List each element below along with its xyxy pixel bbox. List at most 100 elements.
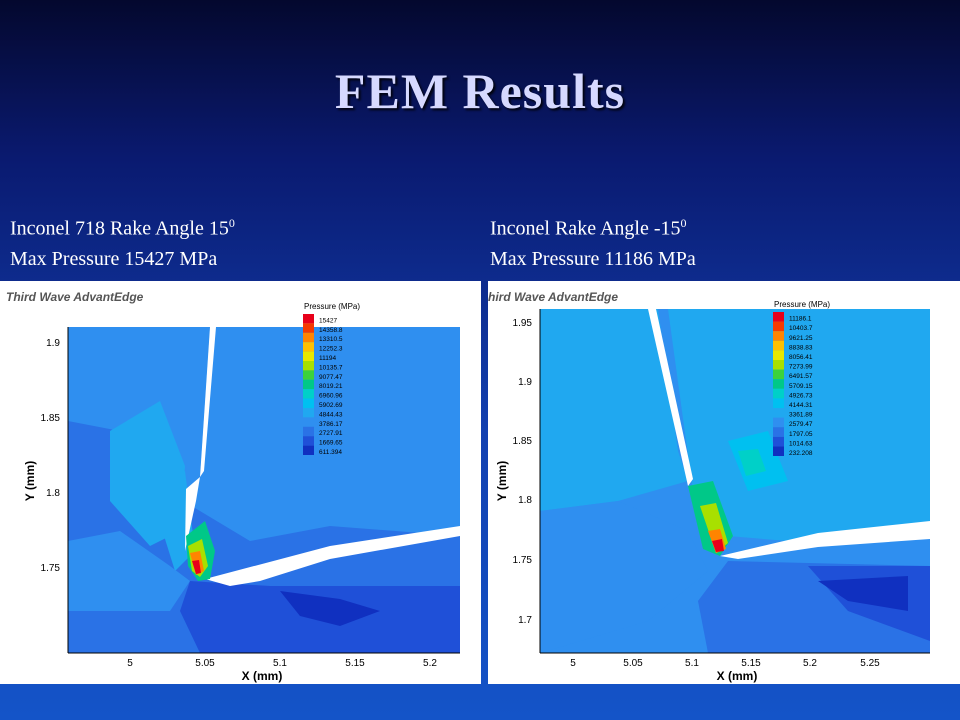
x-tick: 5.05 xyxy=(623,658,643,669)
legend-swatch xyxy=(303,332,314,343)
legend-labels: 11186.1 10403.7 9621.25 8838.83 8056.41 7273.… xyxy=(789,316,813,457)
legend-label: 10403.7 xyxy=(789,325,813,332)
y-ticks: 1.9 1.85 1.8 1.75 xyxy=(41,338,61,574)
x-tick: 5.05 xyxy=(195,658,215,669)
legend-label: 3361.89 xyxy=(789,412,813,419)
legend-swatch xyxy=(773,408,784,418)
left-max-pressure-caption: Max Pressure 15427 MPa xyxy=(10,247,218,270)
workpiece-gap xyxy=(720,521,930,559)
legend-title: Pressure (MPa) xyxy=(774,300,830,309)
pressure-legend: Pressure (MPa) 11186.1 10403.7 9621.25 8838… xyxy=(773,300,830,457)
legend-swatch xyxy=(303,323,314,333)
y-tick: 1.8 xyxy=(518,495,532,506)
legend-swatch xyxy=(773,369,784,380)
right-fem-svg: hird Wave AdvantEdge 1.95 1.9 1.85 1.8 1… xyxy=(488,290,930,683)
legend-label: 15427 xyxy=(319,317,337,324)
legend-swatch xyxy=(303,426,314,437)
legend-label: 4144.31 xyxy=(789,402,813,409)
y-tick: 1.85 xyxy=(513,436,533,447)
contour-region xyxy=(68,531,190,611)
workpiece-gap xyxy=(205,526,460,586)
legend-label: 2579.47 xyxy=(789,421,813,428)
x-tick: 5 xyxy=(127,658,133,669)
legend-swatch xyxy=(773,417,784,428)
chip-gap xyxy=(185,477,200,551)
legend-swatch xyxy=(773,427,784,437)
y-tick: 1.75 xyxy=(513,555,533,566)
contour-region xyxy=(280,591,380,626)
right-fem-plot: hird Wave AdvantEdge 1.95 1.9 1.85 1.8 1… xyxy=(488,281,960,684)
legend-swatches xyxy=(303,314,314,455)
x-tick: 5.25 xyxy=(860,658,880,669)
legend-swatch xyxy=(303,408,314,418)
legend-label: 1014.63 xyxy=(789,440,813,447)
legend-swatch xyxy=(773,360,784,370)
legend-label: 10135.7 xyxy=(319,364,343,371)
legend-swatch xyxy=(773,340,784,351)
legend-label: 11194 xyxy=(319,355,336,362)
slide-title: FEM Results xyxy=(334,63,626,119)
legend-label: 13310.5 xyxy=(319,336,343,343)
x-tick: 5.2 xyxy=(803,658,817,669)
legend-label: 6960.96 xyxy=(319,393,343,400)
legend-label: 5709.15 xyxy=(789,383,813,390)
x-ticks: 5 5.05 5.1 5.15 5.2 xyxy=(127,658,437,669)
contour-region xyxy=(150,471,195,571)
legend-label: 11186.1 xyxy=(789,316,812,323)
x-tick: 5.2 xyxy=(423,658,437,669)
legend-label: 12252.3 xyxy=(319,346,343,353)
stress-peak xyxy=(192,560,201,574)
legend-swatch xyxy=(773,321,784,332)
legend-swatch xyxy=(303,398,314,408)
legend-swatch xyxy=(303,314,314,324)
x-tick: 5.1 xyxy=(273,658,287,669)
right-caption: Inconel Rake Angle -150 Max Pressure 111… xyxy=(490,208,696,274)
legend-swatch xyxy=(303,389,314,399)
y-axis-label: Y (mm) xyxy=(495,461,509,501)
legend-swatch xyxy=(773,312,784,322)
legend-swatch xyxy=(773,379,784,389)
legend-labels: 15427 14358.8 13310.5 12252.3 11194 10135.7 90… xyxy=(319,317,343,456)
legend-swatch xyxy=(303,445,314,455)
y-axis-label: Y (mm) xyxy=(23,461,37,501)
contour-region xyxy=(668,309,930,541)
legend-swatch xyxy=(303,370,314,380)
y-tick: 1.8 xyxy=(46,488,60,499)
legend-label: 8056.41 xyxy=(789,354,813,361)
legend-label: 5902.69 xyxy=(319,402,343,409)
x-tick: 5.15 xyxy=(741,658,761,669)
x-tick: 5.15 xyxy=(345,658,365,669)
y-tick: 1.85 xyxy=(41,413,61,424)
legend-swatch xyxy=(303,417,314,427)
contour-region xyxy=(540,309,688,511)
left-caption: Inconel 718 Rake Angle 150 Max Pressure … xyxy=(10,208,235,274)
x-tick: 5.1 xyxy=(685,658,699,669)
legend-label: 2727.91 xyxy=(319,430,343,437)
legend-label: 9621.25 xyxy=(789,335,813,342)
legend-label: 8838.83 xyxy=(789,344,813,351)
legend-label: 9077.47 xyxy=(319,374,343,381)
legend-label: 14358.8 xyxy=(319,327,343,334)
legend-swatch xyxy=(303,361,314,371)
tool-edge-gap xyxy=(648,309,693,486)
legend-swatch xyxy=(773,398,784,408)
legend-label: 1797.05 xyxy=(789,431,813,438)
x-axis-label: X (mm) xyxy=(242,669,283,683)
pressure-legend: Pressure (MPa) 15427 14358.8 13310.5 12252.… xyxy=(303,302,360,456)
right-max-pressure-caption: Max Pressure 11186 MPa xyxy=(490,247,696,270)
left-fem-svg: Third Wave AdvantEdge 1.9 1.85 1.8 1.75 … xyxy=(6,290,460,683)
legend-swatch xyxy=(773,446,784,456)
x-axis-label: X (mm) xyxy=(717,669,758,683)
contour-region xyxy=(818,576,908,611)
x-tick: 5 xyxy=(570,658,576,669)
legend-swatch xyxy=(773,388,784,399)
legend-label: 8019.21 xyxy=(319,383,343,390)
legend-swatches xyxy=(773,312,784,456)
legend-label: 232.208 xyxy=(789,450,813,457)
legend-label: 4926.73 xyxy=(789,392,813,399)
legend-label: 1669.65 xyxy=(319,440,343,447)
legend-label: 611.394 xyxy=(319,449,342,456)
legend-swatch xyxy=(773,350,784,360)
y-ticks: 1.95 1.9 1.85 1.8 1.75 1.7 xyxy=(513,318,533,626)
stress-peak xyxy=(712,539,724,552)
